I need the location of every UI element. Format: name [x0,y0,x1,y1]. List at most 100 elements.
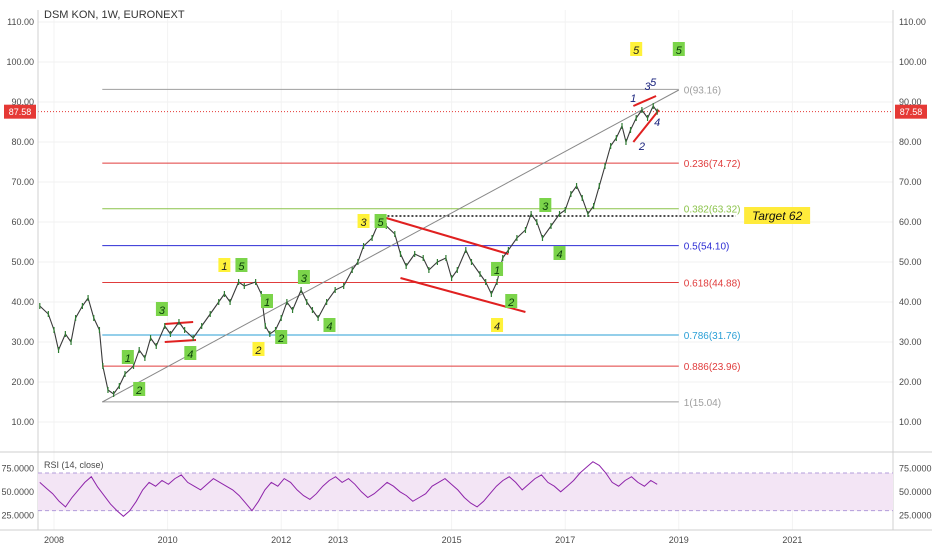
rsi-band [38,472,893,511]
channel-line [385,217,509,255]
y-tick-left: 100.00 [6,57,34,67]
wave-label: 1 [264,297,270,309]
wave-box [374,214,387,228]
y-tick-right: 100.00 [899,57,927,67]
target-label: Target 62 [752,209,803,223]
fib-level-label: 0.786(31.76) [684,331,741,342]
channel-line [164,339,197,343]
y-tick-right: 70.00 [899,177,922,187]
rsi-tick-right: 25.0000 [899,510,932,520]
chart-title: DSM KON, 1W, EURONEXT [44,9,185,21]
price-series [39,103,658,397]
channel-line [400,277,526,313]
wave-label: 5 [676,45,683,57]
x-tick: 2012 [271,535,291,545]
wave-label: 1 [494,265,500,277]
rsi-tick-left: 75.0000 [1,463,34,473]
y-tick-right: 60.00 [899,217,922,227]
wave-label: 3 [360,217,367,229]
wave-box [491,262,504,276]
wave-label: 5 [650,77,657,89]
y-tick-left: 30.00 [11,337,34,347]
wave-label: 2 [638,141,645,153]
wave-label: 4 [556,249,562,261]
wave-label: 4 [494,321,500,333]
wave-box [491,318,504,332]
y-tick-right: 110.00 [899,17,926,27]
rsi-panel: 75.0000 75.0000 50.0000 50.0000 25.0000 25.00… [1,460,931,520]
wave-label: 3 [644,81,651,93]
rsi-tick-left: 25.0000 [1,510,34,520]
y-tick-right: 80.00 [899,137,922,147]
price-badge-right [895,104,927,119]
wave-label: 5 [238,261,245,273]
y-tick-right: 20.00 [899,377,922,387]
x-tick: 2019 [669,535,689,545]
wave-box [155,302,168,316]
wave-label: 3 [542,201,549,213]
y-tick-right: 90.00 [899,97,922,107]
wave-box [630,42,643,56]
wave-label: 5 [378,217,385,229]
y-tick-right: 30.00 [899,337,922,347]
long-trendline [102,89,680,403]
y-tick-left: 20.00 [11,377,34,387]
wave-box [275,330,288,344]
y-tick-left: 70.00 [11,177,34,187]
x-tick: 2013 [328,535,348,545]
fib-level-label: 0.886(23.96) [684,362,741,373]
wave-label: 1 [221,261,227,273]
wave-label: 2 [507,297,514,309]
wave-box [672,42,685,56]
trend-lines [102,89,680,403]
wave-box [505,294,518,308]
fib-level-label: 0.618(44.88) [684,278,741,289]
wave-box [357,214,370,228]
y-tick-left: 50.00 [11,257,34,267]
fib-level-label: 0(93.16) [684,85,721,96]
y-tick-right: 40.00 [899,297,922,307]
wave-label: 2 [254,345,261,357]
x-tick: 2008 [44,535,64,545]
x-tick: 2010 [158,535,178,545]
fibonacci-levels: 0(93.16) 0.236(74.72) 0.382(63.32) 0.5(54.1… [4,85,927,409]
wave-box [252,342,265,356]
y-tick-left: 80.00 [11,137,34,147]
wave-box [323,318,336,332]
axes: 10.00 10.00 20.00 20.00 30.00 30.00 40.00 40.00… [0,10,932,545]
x-tick: 2017 [555,535,575,545]
x-tick: 2015 [442,535,462,545]
wave-label: 4 [654,117,660,129]
wave-box [261,294,273,308]
wave-box [121,350,134,364]
wave-box [184,346,197,360]
fib-level-label: 0.5(54.10) [684,242,730,253]
price-badge-text-left: 87.58 [9,107,32,117]
wave-label: 5 [633,45,640,57]
y-tick-left: 90.00 [11,97,34,107]
channel-line [632,109,660,143]
x-tick: 2021 [782,535,802,545]
rsi-line [39,461,658,517]
rsi-tick-right: 50.0000 [899,487,932,497]
wave-label: 2 [277,333,284,345]
wave-box [235,258,248,272]
wave-box [553,246,566,260]
y-tick-right: 10.00 [899,417,922,427]
target-badge [744,207,811,224]
wave-label: 1 [630,93,636,105]
price-badge-left [4,104,36,119]
rsi-tick-left: 50.0000 [1,487,34,497]
wave-label: 4 [326,321,332,333]
wave-label: 3 [301,273,308,285]
wave-label: 4 [187,349,193,361]
wave-box [218,258,231,272]
y-tick-left: 110.00 [7,17,34,27]
fib-level-label: 0.236(74.72) [684,159,741,170]
price-badge-text-right: 87.58 [900,107,923,117]
wave-box [133,382,146,396]
wave-box [539,198,552,212]
wave-box [297,270,310,284]
fib-level-label: 0.382(63.32) [684,205,741,216]
rsi-tick-right: 75.0000 [899,463,932,473]
